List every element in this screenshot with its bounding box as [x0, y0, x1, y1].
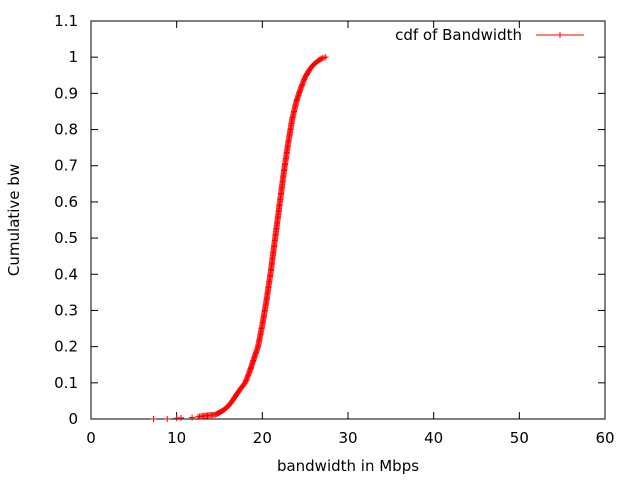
y-tick-label: 0 [68, 410, 78, 428]
x-tick-label: 60 [595, 429, 614, 447]
y-tick-label: 0.6 [54, 193, 78, 211]
data-point-fill [214, 410, 221, 417]
y-tick-label: 0.3 [54, 301, 78, 319]
y-tick-label: 0.2 [54, 338, 78, 356]
x-tick-label: 30 [338, 429, 357, 447]
y-tick-label: 0.5 [54, 229, 78, 247]
data-point [189, 414, 196, 421]
data-point [150, 416, 157, 422]
data-point-fill [317, 56, 324, 63]
y-tick-label: 0.4 [54, 265, 78, 283]
x-tick-label: 50 [510, 429, 529, 447]
legend: cdf of Bandwidth [395, 26, 584, 44]
data-point-fill [218, 408, 225, 415]
y-axis-label: Cumulative bw [5, 164, 23, 276]
data-point-fill [227, 400, 234, 407]
series-layer [150, 54, 329, 422]
y-tick-label: 0.7 [54, 157, 78, 175]
y-tick-label: 1.1 [54, 12, 78, 30]
data-point-fill [222, 405, 229, 412]
x-axis-ticks: 0 10 20 30 40 50 60 [86, 21, 615, 447]
legend-plus-marker [557, 32, 563, 38]
legend-label: cdf of Bandwidth [395, 26, 522, 44]
y-tick-label: 0.1 [54, 374, 78, 392]
data-point-fill [318, 55, 325, 62]
data-point [164, 416, 171, 422]
x-tick-label: 40 [424, 429, 443, 447]
data-point-fill [232, 393, 239, 400]
data-point-fill [312, 59, 319, 66]
legend-marker [557, 32, 563, 38]
x-tick-label: 10 [167, 429, 186, 447]
data-point-fill [240, 381, 247, 388]
data-point [177, 414, 184, 421]
data-point-fill [309, 63, 316, 70]
y-tick-label: 1 [68, 48, 78, 66]
plot-frame [90, 20, 606, 420]
y-tick-label: 0.8 [54, 121, 78, 139]
y-axis-ticks: 0 0.1 0.2 0.3 0.4 0.5 0.6 0.7 0.8 0.9 1 1.1 [54, 12, 605, 428]
x-tick-label: 20 [253, 429, 272, 447]
x-axis-label: bandwidth in Mbps [277, 457, 419, 475]
series-0 [150, 54, 329, 422]
y-tick-label: 0.9 [54, 84, 78, 102]
data-point-fill [236, 387, 243, 394]
data-point-fill [321, 54, 328, 61]
x-tick-label: 0 [86, 429, 96, 447]
data-point-fill [305, 68, 312, 75]
